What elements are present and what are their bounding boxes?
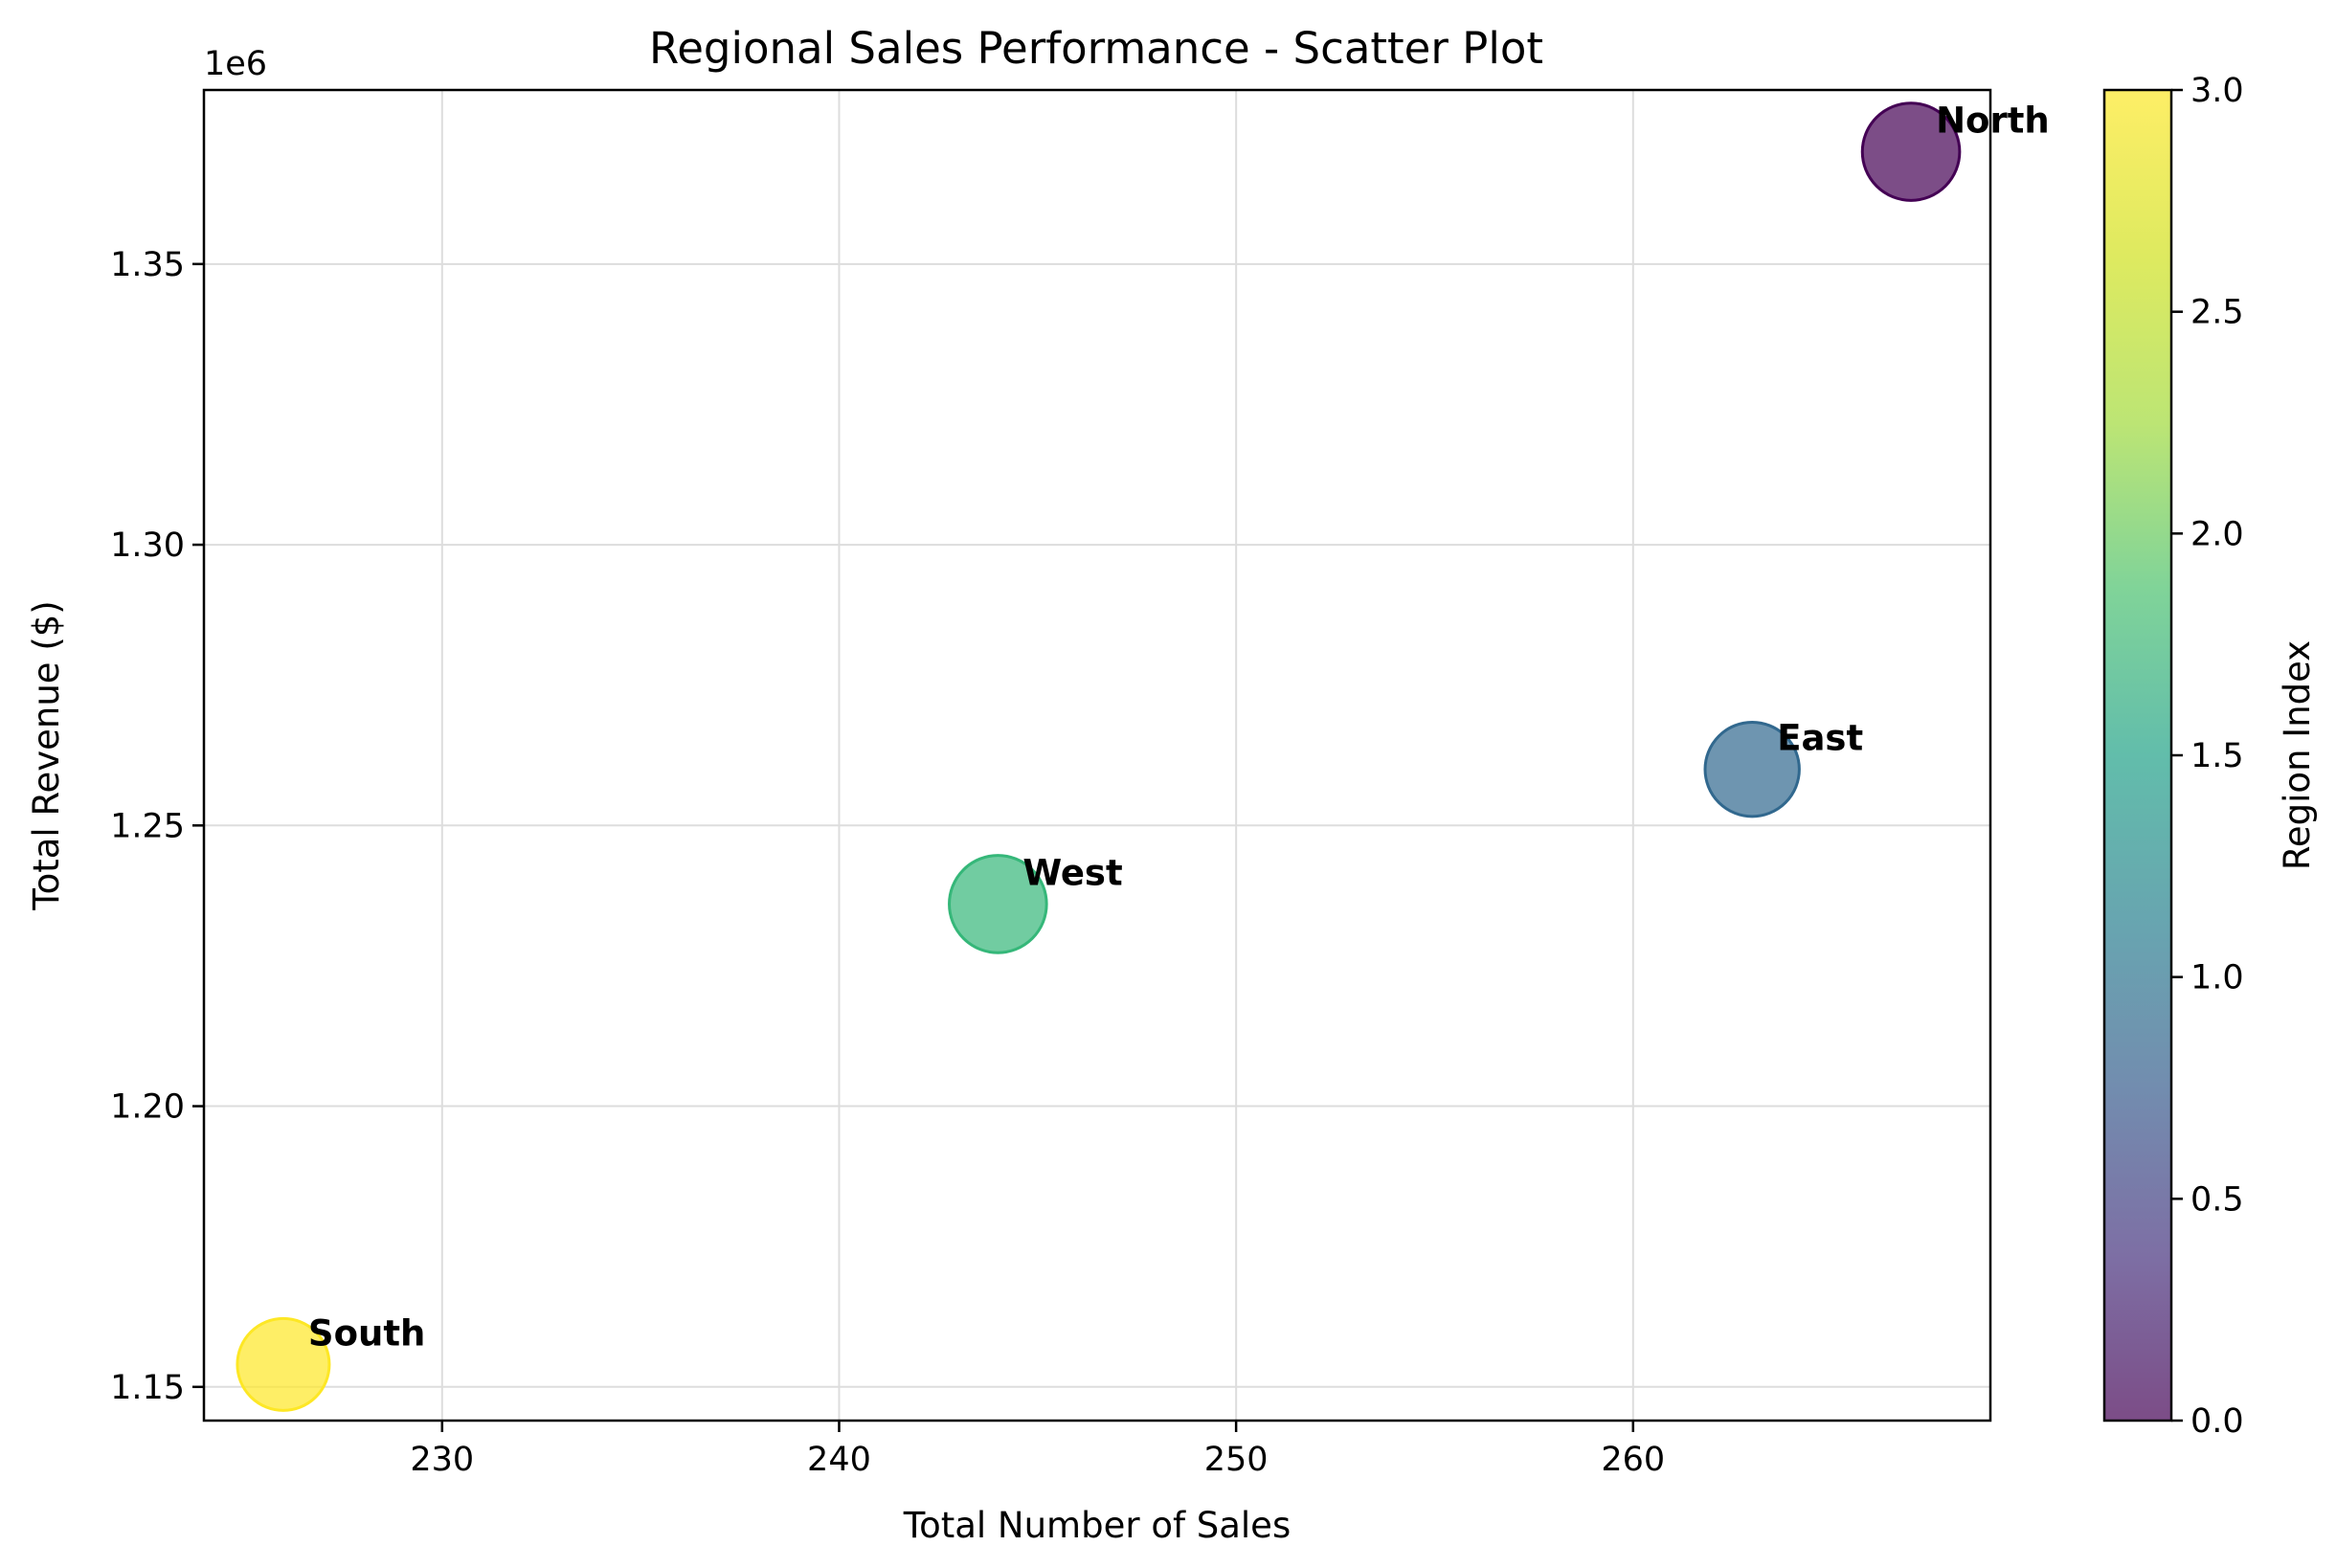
colorbar-tick-label: 2.0 [2190, 515, 2244, 553]
y-offset-label: 1e6 [204, 45, 267, 83]
data-point-south [236, 1316, 331, 1412]
y-tick-label: 1.25 [110, 807, 185, 845]
y-tick-label: 1.30 [110, 526, 185, 565]
y-tick-label: 1.35 [110, 246, 185, 284]
colorbar-tick-label: 0.0 [2190, 1402, 2244, 1441]
colorbar-tick-label: 0.5 [2190, 1180, 2244, 1219]
colorbar-label: Region Index [2277, 640, 2318, 870]
x-tick-label: 230 [410, 1441, 474, 1479]
colorbar-tick-label: 2.5 [2190, 294, 2244, 332]
colorbar-tick-label: 1.0 [2190, 959, 2244, 997]
data-point-west [948, 854, 1048, 954]
plot-area-frame [202, 88, 1992, 1422]
data-label-south: South [308, 1312, 425, 1354]
chart-title: Regional Sales Performance - Scatter Plo… [649, 23, 1543, 74]
x-tick-label: 260 [1601, 1441, 1665, 1479]
y-tick-label: 1.15 [110, 1369, 185, 1407]
x-axis: 230 240 250 260 [410, 1421, 1665, 1479]
y-tick-label: 1.20 [110, 1088, 185, 1127]
x-tick-label: 250 [1204, 1441, 1269, 1479]
data-label-north: North [1936, 101, 2050, 142]
x-tick-label: 240 [807, 1441, 871, 1479]
data-point-north [1860, 101, 1962, 202]
data-point-east [1703, 720, 1801, 818]
colorbar-tick-label: 1.5 [2190, 737, 2244, 775]
data-points [236, 101, 1962, 1412]
colorbar-tick-label: 3.0 [2190, 72, 2244, 110]
y-axis-label: Total Revenue ($) [26, 600, 67, 910]
colorbar-axis: 0.0 0.5 1.0 1.5 2.0 2.5 3.0 [2171, 72, 2244, 1441]
colorbar [2102, 88, 2173, 1422]
x-axis-label: Total Number of Sales [903, 1505, 1291, 1546]
data-labels: North East West South [308, 101, 2050, 1355]
data-label-east: East [1777, 718, 1863, 759]
data-label-west: West [1022, 852, 1122, 893]
y-axis: 1.15 1.20 1.25 1.30 1.35 [110, 246, 204, 1407]
grid [204, 90, 1990, 1421]
